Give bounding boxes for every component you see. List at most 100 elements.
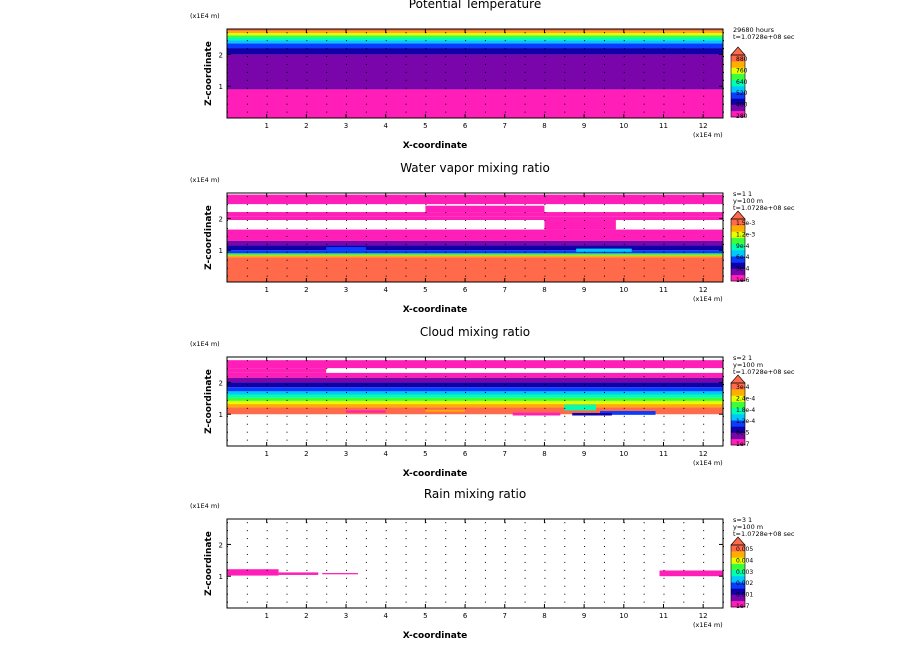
grid-dot: [405, 577, 407, 579]
grid-dot: [584, 204, 586, 206]
x-tick-label: 2: [304, 612, 308, 620]
grid-dot: [584, 63, 586, 65]
grid-dot: [643, 577, 645, 579]
grid-dot: [544, 111, 546, 113]
grid-dot: [643, 95, 645, 97]
grid-dot: [266, 220, 268, 222]
grid-dot: [544, 220, 546, 222]
grid-dot: [365, 407, 367, 409]
grid-dot: [643, 111, 645, 113]
grid-dot: [246, 601, 248, 603]
grid-dot: [544, 243, 546, 245]
grid-dot: [425, 235, 427, 237]
grid-dot: [524, 204, 526, 206]
grid-dot: [564, 227, 566, 229]
grid-dot: [246, 407, 248, 409]
grid-dot: [346, 48, 348, 50]
grid-dot: [326, 407, 328, 409]
grid-dot: [504, 431, 506, 433]
grid-dot: [266, 439, 268, 441]
grid-dot: [286, 111, 288, 113]
grid-dot: [584, 227, 586, 229]
grid-dot: [286, 235, 288, 237]
grid-dot: [425, 220, 427, 222]
grid-dot: [623, 251, 625, 253]
grid-dot: [544, 391, 546, 393]
grid-dot: [266, 376, 268, 378]
grid-dot: [484, 561, 486, 563]
grid-dot: [584, 71, 586, 73]
grid-dot: [286, 423, 288, 425]
grid-dot: [405, 87, 407, 89]
grid-dot: [584, 235, 586, 237]
grid-dot: [584, 538, 586, 540]
plot-frame: [226, 28, 724, 119]
grid-dot: [425, 384, 427, 386]
grid-dot: [663, 546, 665, 548]
grid-dot: [484, 95, 486, 97]
grid-dot: [643, 212, 645, 214]
grid-dot: [346, 204, 348, 206]
grid-dot: [683, 577, 685, 579]
grid-dot: [524, 439, 526, 441]
colorbar-swatch: [731, 569, 745, 577]
grid-dot: [326, 275, 328, 277]
grid-dot: [623, 56, 625, 58]
grid-dot: [346, 220, 348, 222]
x-tick-label: 5: [423, 286, 427, 294]
grid-dot: [683, 267, 685, 269]
grid-dot: [524, 259, 526, 261]
contour-band: [227, 229, 723, 241]
grid-dot: [346, 593, 348, 595]
x-tick-label: 9: [582, 286, 586, 294]
grid-dot: [346, 601, 348, 603]
grid-dot: [663, 368, 665, 370]
grid-dot: [564, 407, 566, 409]
grid-dot: [623, 553, 625, 555]
grid-dot: [524, 220, 526, 222]
grid-dot: [306, 87, 308, 89]
grid-dot: [564, 32, 566, 34]
grid-dot: [306, 423, 308, 425]
grid-dot: [266, 561, 268, 563]
grid-dot: [425, 569, 427, 571]
grid-dot: [306, 227, 308, 229]
info-text: t=1.0728e+08 sec: [733, 368, 795, 376]
grid-dot: [504, 275, 506, 277]
grid-dot: [385, 220, 387, 222]
grid-dot: [703, 538, 705, 540]
grid-dot: [266, 415, 268, 417]
grid-dot: [346, 423, 348, 425]
grid-dot: [465, 538, 467, 540]
grid-dot: [484, 585, 486, 587]
colorbar-swatch: [731, 557, 745, 564]
info-text: s=2 1: [733, 354, 752, 362]
grid-dot: [365, 569, 367, 571]
grid-dot: [346, 391, 348, 393]
grid-dot: [683, 423, 685, 425]
grid-dot: [246, 103, 248, 105]
grid-dot: [465, 407, 467, 409]
grid-dot: [266, 267, 268, 269]
grid-dot: [445, 546, 447, 548]
grid-dot: [544, 251, 546, 253]
grid-dot: [603, 111, 605, 113]
plot-area: [227, 519, 723, 608]
grid-dot: [405, 376, 407, 378]
grid-dot: [346, 251, 348, 253]
info-text: y=100 m: [733, 523, 763, 531]
grid-dot: [425, 577, 427, 579]
grid-dot: [703, 415, 705, 417]
grid-dot: [306, 577, 308, 579]
grid-dot: [286, 48, 288, 50]
z-tick-label: 2: [219, 215, 223, 223]
grid-dot: [663, 227, 665, 229]
grid-dot: [405, 243, 407, 245]
grid-dot: [465, 40, 467, 42]
grid-dot: [266, 95, 268, 97]
grid-dot: [326, 235, 328, 237]
grid-dot: [603, 259, 605, 261]
grid-dot: [445, 48, 447, 50]
grid-dot: [365, 275, 367, 277]
grid-dot: [683, 376, 685, 378]
